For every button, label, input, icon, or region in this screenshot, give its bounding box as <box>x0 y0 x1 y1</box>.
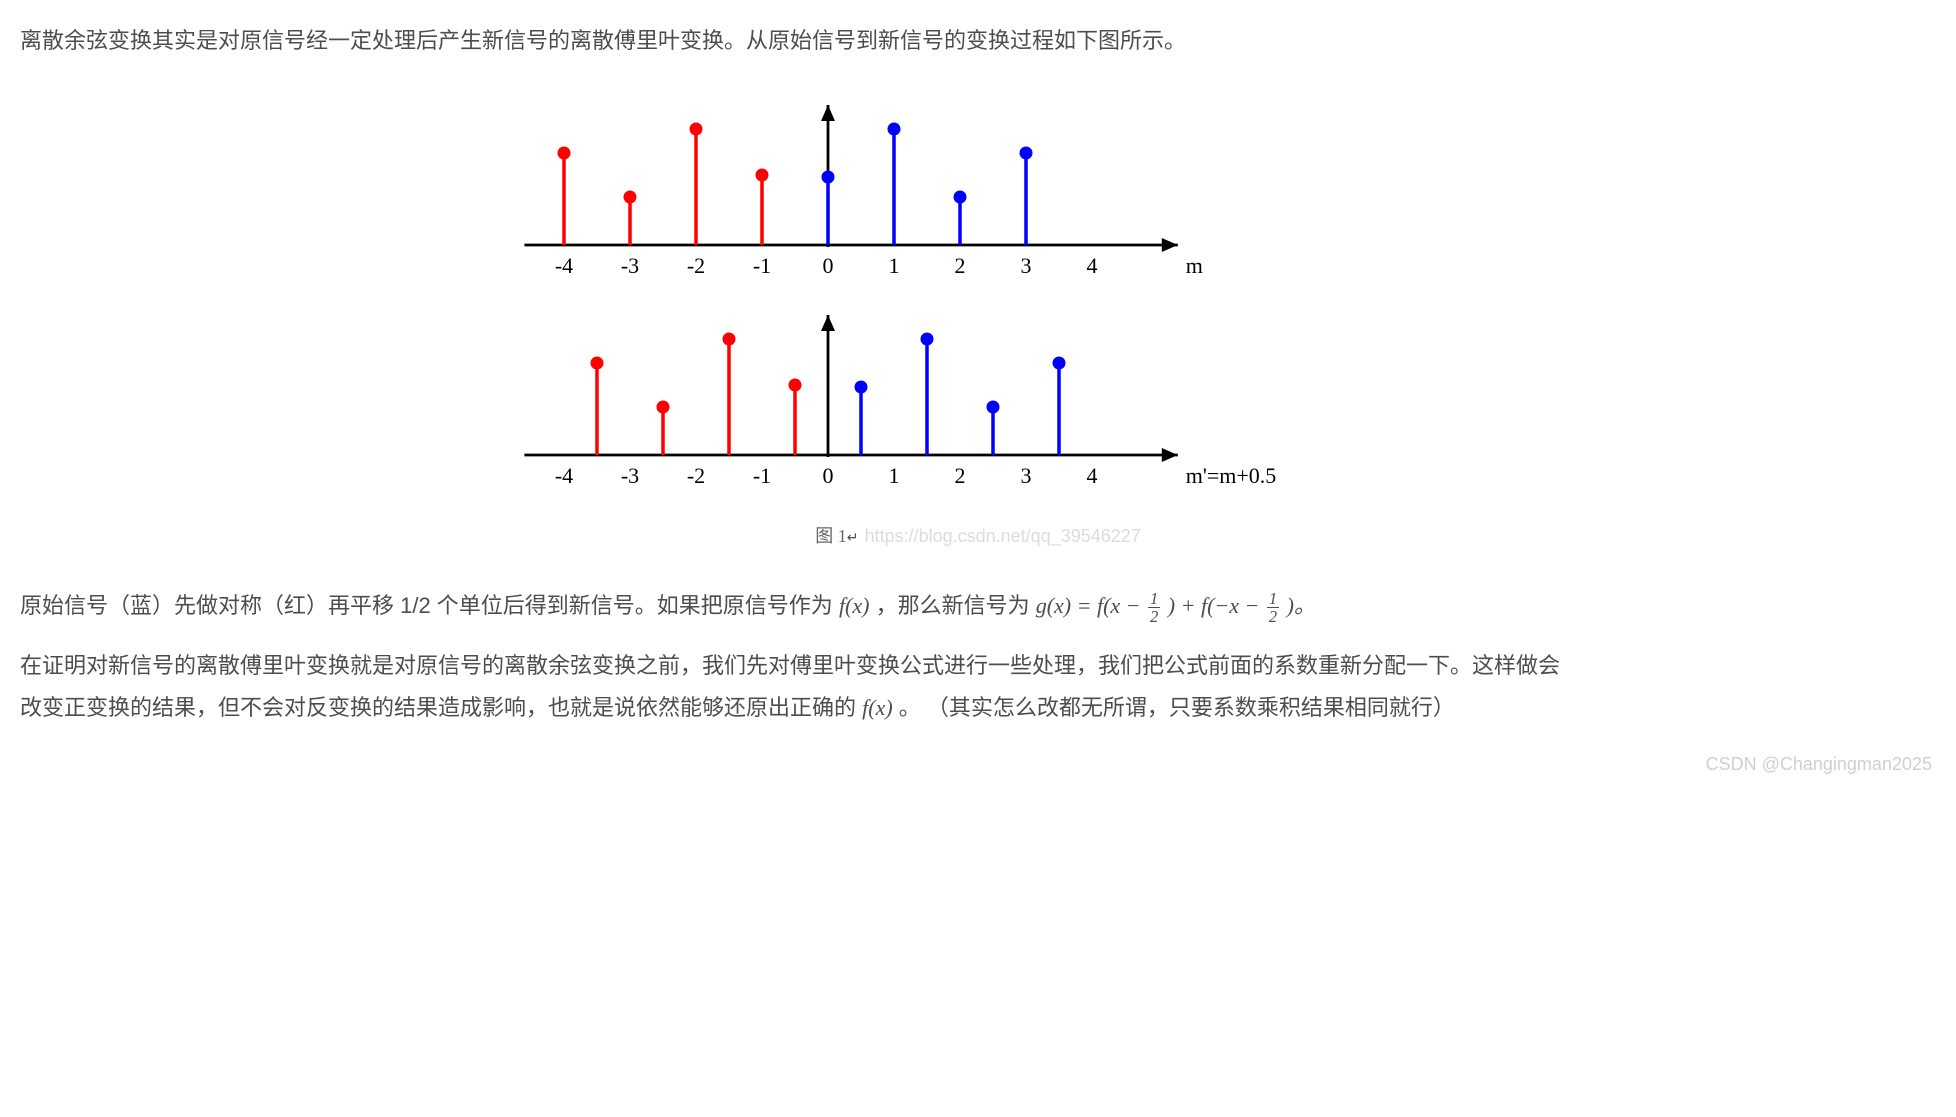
formula-fx2: f(x) <box>862 695 893 720</box>
svg-text:3: 3 <box>1021 253 1032 278</box>
svg-text:-3: -3 <box>621 463 639 488</box>
svg-text:-2: -2 <box>687 463 705 488</box>
stem-diagram: -4 -3 -2 -1 0 1 2 3 4 m -4 -3 -2 -1 0 1 2 3 4 m'=m+0.5 <box>508 80 1448 500</box>
figure-container: -4-3-2-101234m-4-3-2-101234m'=m+0.5 图 1↵… <box>20 80 1936 556</box>
paragraph-coef: 在证明对新信号的离散傅里叶变换就是对原信号的离散余弦变换之前，我们先对傅里叶变换… <box>20 645 1560 729</box>
svg-text:-4: -4 <box>555 463 573 488</box>
formula-fx: f(x) <box>839 593 870 618</box>
svg-text:0: 0 <box>823 463 834 488</box>
svg-text:2: 2 <box>955 463 966 488</box>
paragraph-signal-def: 原始信号（蓝）先做对称（红）再平移 1/2 个单位后得到新信号。如果把原信号作为… <box>20 585 1560 627</box>
svg-text:0: 0 <box>823 253 834 278</box>
formula-gx: g(x) = f(x − 12 ) + f(−x − 12 )。 <box>1036 593 1316 618</box>
svg-text:-2: -2 <box>687 253 705 278</box>
svg-text:m'=m+0.5: m'=m+0.5 <box>1186 463 1277 488</box>
svg-text:-1: -1 <box>753 463 771 488</box>
footer-watermark: CSDN @Changingman2025 <box>1706 747 1932 781</box>
svg-text:4: 4 <box>1087 253 1098 278</box>
svg-text:3: 3 <box>1021 463 1032 488</box>
figure-caption: 图 1 <box>815 526 847 546</box>
p2-mid1: ，那么新信号为 <box>876 593 1036 618</box>
paragraph-intro: 离散余弦变换其实是对原信号经一定处理后产生新信号的离散傅里叶变换。从原始信号到新… <box>20 20 1560 62</box>
svg-text:1: 1 <box>889 463 900 488</box>
svg-text:4: 4 <box>1087 463 1098 488</box>
p2-pre: 原始信号（蓝）先做对称（红）再平移 1/2 个单位后得到新信号。如果把原信号作为 <box>20 593 839 618</box>
svg-text:2: 2 <box>955 253 966 278</box>
svg-text:1: 1 <box>889 253 900 278</box>
svg-text:m: m <box>1186 253 1203 278</box>
svg-text:-3: -3 <box>621 253 639 278</box>
svg-text:-1: -1 <box>753 253 771 278</box>
figure-watermark: https://blog.csdn.net/qq_39546227 <box>865 526 1141 546</box>
svg-text:-4: -4 <box>555 253 573 278</box>
p3-b: 。 （其实怎么改都无所谓，只要系数乘积结果相同就行） <box>899 695 1455 720</box>
